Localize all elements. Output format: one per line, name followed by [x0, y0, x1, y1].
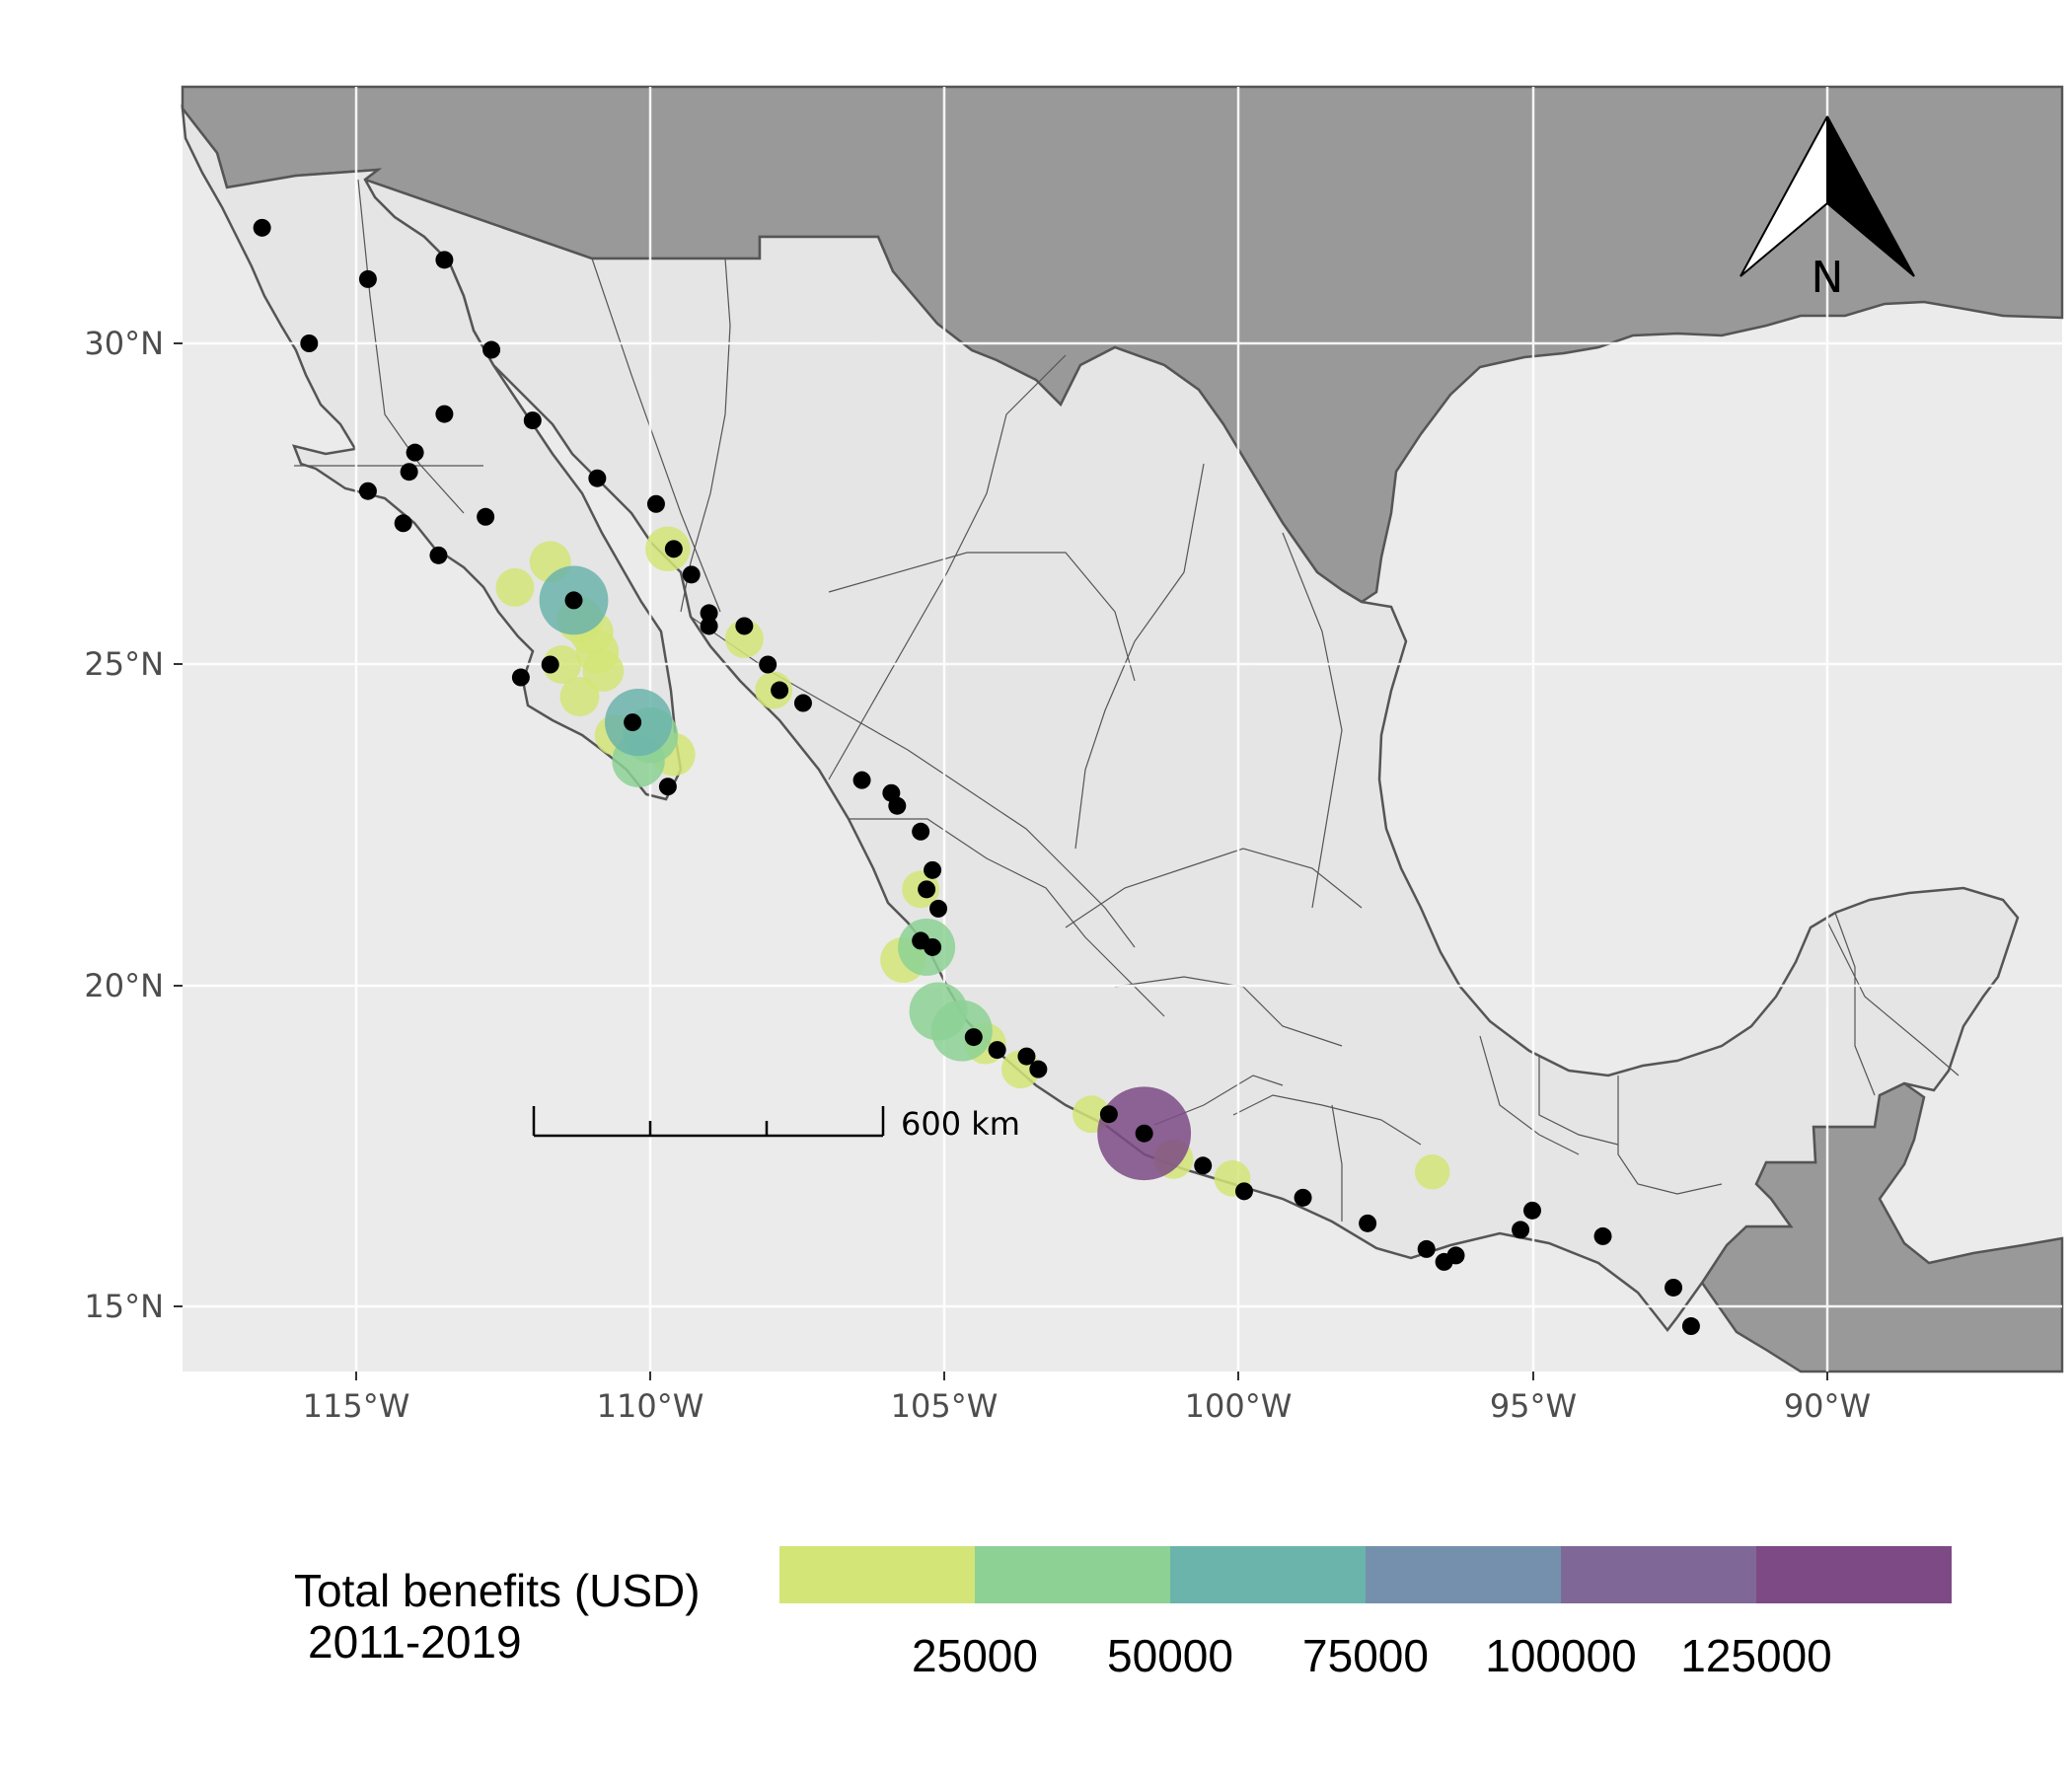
site-point: [700, 617, 718, 635]
benefit-point: [495, 567, 535, 607]
site-point: [1135, 1124, 1153, 1143]
x-tick-label: 110°W: [597, 1387, 704, 1425]
site-point: [682, 565, 701, 584]
x-tick-label: 115°W: [303, 1387, 410, 1425]
x-axis: [355, 1372, 1828, 1380]
site-point: [988, 1041, 1006, 1060]
scale-bar: [532, 1106, 885, 1138]
site-point: [735, 617, 754, 635]
site-point: [406, 443, 424, 462]
site-point: [541, 655, 559, 674]
site-point: [1017, 1047, 1036, 1066]
site-point: [1194, 1156, 1213, 1175]
site-point: [1029, 1060, 1048, 1078]
site-point: [253, 218, 271, 237]
site-point: [429, 546, 448, 564]
scale-bar-label: 600 km: [901, 1105, 1020, 1143]
site-point: [1099, 1105, 1118, 1124]
site-point: [888, 796, 907, 815]
site-point: [511, 668, 530, 687]
site-point: [400, 463, 418, 482]
north-arrow-label: N: [1812, 253, 1844, 303]
site-point: [523, 411, 542, 430]
x-tick-label: 95°W: [1490, 1387, 1577, 1425]
gridlines: [183, 87, 2062, 1372]
legend-tick-label: 125000: [1680, 1630, 1832, 1681]
site-point: [358, 482, 377, 500]
mexico-landmass: [362, 177, 2020, 1333]
legend-tick-label: 100000: [1485, 1630, 1637, 1681]
site-point: [700, 604, 718, 623]
legend-color-bin: [1170, 1546, 1366, 1603]
site-point: [1665, 1278, 1683, 1297]
legend-color-bin: [779, 1546, 975, 1603]
y-tick-label: 15°N: [84, 1288, 164, 1325]
legend-subtitle: 2011-2019: [308, 1616, 522, 1668]
site-point: [1512, 1221, 1530, 1239]
site-point: [771, 681, 789, 700]
legend-color-bin: [975, 1546, 1170, 1603]
site-point: [358, 269, 377, 288]
legend: Total benefits (USD) 2011-2019 25000 500…: [294, 1546, 1952, 1681]
site-point: [1359, 1214, 1377, 1232]
legend-tick-label: 75000: [1302, 1630, 1429, 1681]
site-point: [1593, 1226, 1612, 1245]
x-tick-label: 100°W: [1185, 1387, 1293, 1425]
site-point: [646, 494, 665, 513]
y-tick-label: 30°N: [84, 325, 164, 362]
site-point: [1681, 1317, 1700, 1336]
site-point: [912, 822, 930, 841]
site-point: [918, 880, 936, 899]
site-point: [924, 860, 942, 879]
site-point: [435, 251, 454, 269]
site-point: [1523, 1201, 1541, 1220]
site-point: [929, 899, 948, 918]
site-points: [253, 218, 1700, 1336]
site-point: [964, 1028, 983, 1047]
site-point: [624, 713, 642, 732]
legend-title: Total benefits (USD): [294, 1565, 701, 1616]
benefit-point: [1414, 1154, 1450, 1190]
legend-color-bin: [1561, 1546, 1756, 1603]
legend-tick-label: 25000: [912, 1630, 1038, 1681]
site-point: [1417, 1239, 1436, 1258]
legend-color-bin: [1366, 1546, 1561, 1603]
site-point: [477, 507, 495, 526]
legend-colorbar: [779, 1546, 1952, 1603]
site-point: [1294, 1188, 1312, 1207]
y-tick-label: 20°N: [84, 967, 164, 1004]
benefit-point: [724, 619, 764, 658]
benefit-point: [559, 677, 600, 717]
site-point: [394, 514, 412, 533]
benefit-point: [930, 1000, 993, 1062]
site-point: [1234, 1182, 1253, 1201]
site-point: [759, 655, 777, 674]
x-tick-label: 90°W: [1784, 1387, 1871, 1425]
site-point: [658, 778, 677, 796]
x-tick-label: 105°W: [891, 1387, 999, 1425]
y-axis: [174, 342, 183, 1307]
site-point: [564, 591, 583, 610]
site-point: [588, 469, 607, 487]
y-tick-label: 25°N: [84, 645, 164, 683]
site-point: [435, 405, 454, 423]
site-point: [664, 540, 683, 558]
site-point: [852, 771, 871, 789]
site-point: [300, 334, 319, 352]
legend-color-bin: [1756, 1546, 1952, 1603]
site-point: [924, 937, 942, 956]
legend-tick-label: 50000: [1107, 1630, 1233, 1681]
benefit-point: [543, 645, 582, 684]
site-point: [482, 340, 501, 359]
site-point: [793, 694, 812, 712]
north-arrow-icon: [1739, 115, 1915, 277]
site-point: [1446, 1246, 1465, 1265]
